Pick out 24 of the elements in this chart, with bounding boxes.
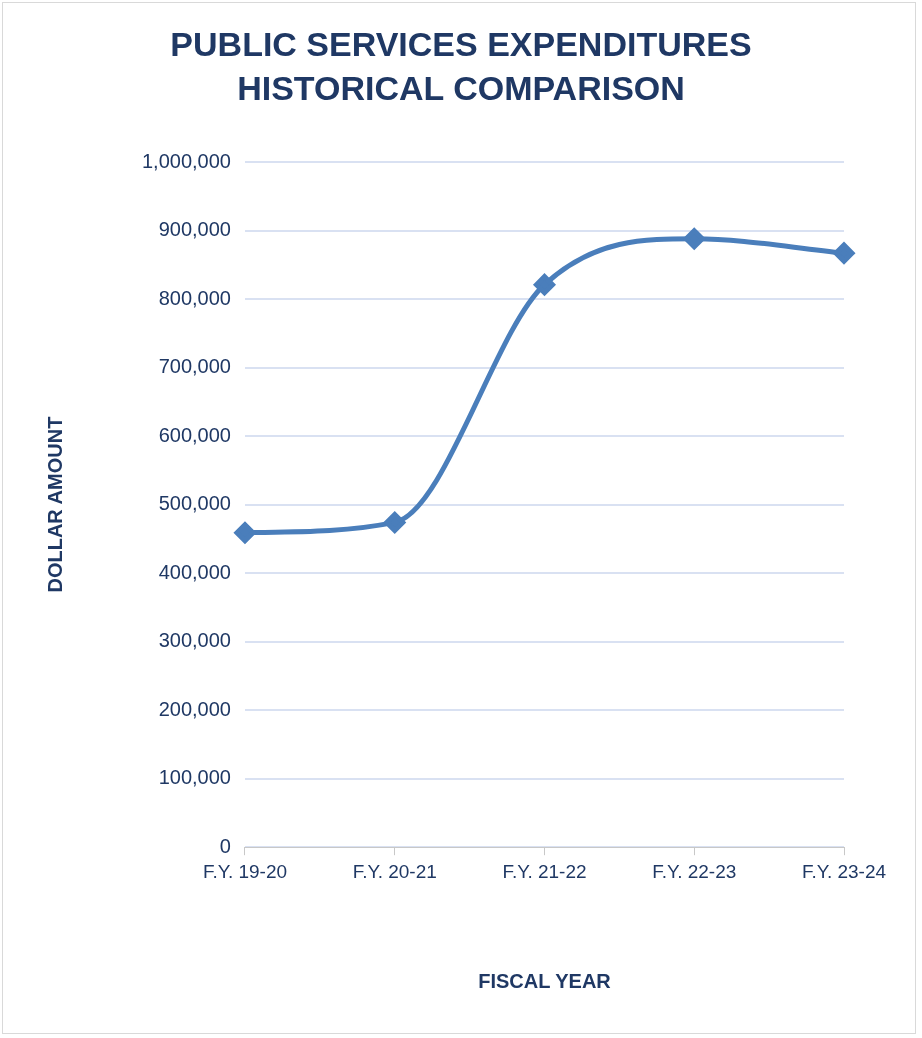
- y-tick-label: 600,000: [158, 423, 231, 446]
- point: [384, 511, 406, 533]
- y-tick-label: 1,000,000: [141, 149, 231, 172]
- point: [533, 274, 555, 296]
- point: [833, 242, 855, 264]
- y-tick-label: 700,000: [158, 355, 231, 378]
- x-tick-label: F.Y. 23-24: [801, 860, 887, 882]
- y-tick-label: 800,000: [158, 286, 231, 309]
- point: [683, 228, 705, 250]
- point: [234, 522, 256, 544]
- y-tick-label: 0: [219, 834, 231, 857]
- y-tick-label: 300,000: [158, 629, 231, 652]
- x-axis-title: FISCAL YEAR: [478, 969, 612, 992]
- y-tick-label: 400,000: [158, 560, 231, 583]
- chart-title: PUBLIC SERVICES EXPENDITURES HISTORICAL COMPARISON: [169, 24, 753, 109]
- y-axis-title: DOLLAR AMOUNT: [43, 416, 66, 593]
- x-tick-label: F.Y. 22-23: [652, 860, 737, 882]
- x-tick-label: F.Y. 21-22: [502, 860, 587, 882]
- y-tick-label: 100,000: [158, 766, 231, 789]
- y-tick-label: 900,000: [158, 218, 231, 241]
- x-tick-label: F.Y. 20-21: [352, 860, 437, 882]
- y-tick-label: 200,000: [158, 697, 231, 720]
- y-tick-label: 500,000: [158, 492, 231, 515]
- x-tick-label: F.Y. 19-20: [202, 860, 288, 882]
